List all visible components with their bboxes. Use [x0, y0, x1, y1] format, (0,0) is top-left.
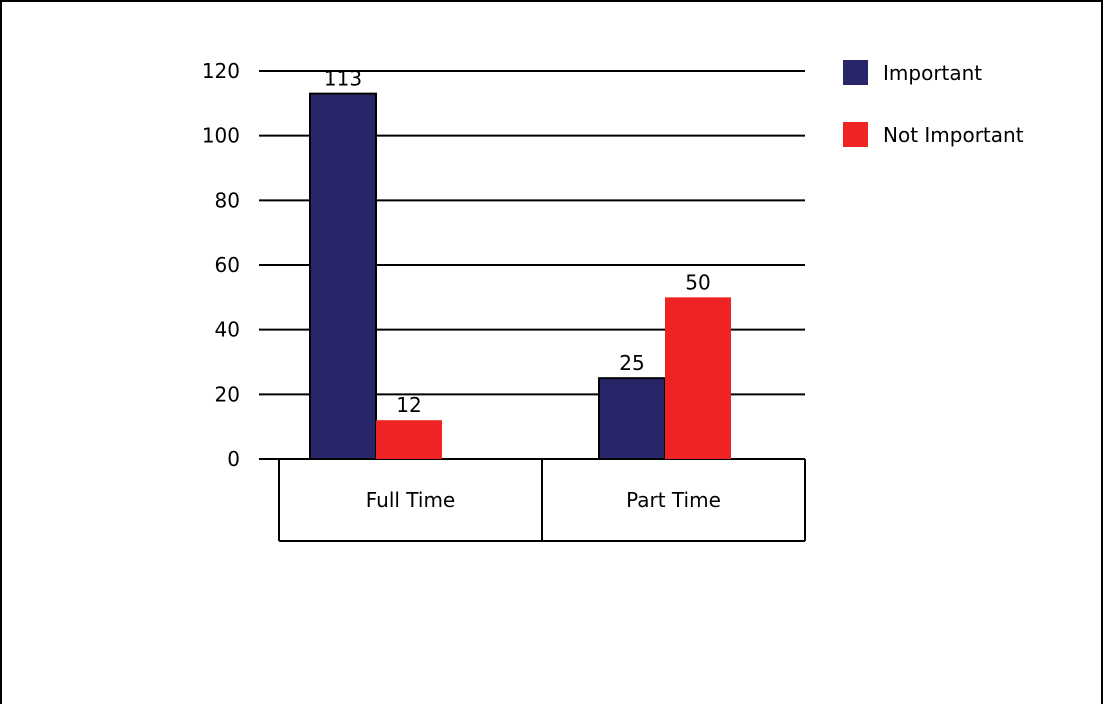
y-tick-label-80: 80 [215, 188, 240, 212]
legend-swatch-not-important [843, 122, 868, 147]
category-axis-table: Full Time Part Time [278, 459, 806, 542]
legend-label-important: Important [883, 61, 982, 85]
y-tick-label-60: 60 [215, 253, 240, 277]
category-label-part-time: Part Time [626, 488, 721, 512]
y-tick-label-20: 20 [215, 382, 240, 406]
bars [309, 92, 731, 460]
y-tick-label-120: 120 [202, 59, 240, 83]
y-tick-label-40: 40 [215, 318, 240, 342]
y-tick-label-0: 0 [227, 447, 240, 471]
data-labels: 113 12 25 50 [324, 67, 711, 418]
y-tick-label-100: 100 [202, 124, 240, 148]
legend-label-not-important: Not Important [883, 123, 1024, 147]
data-label-important-part-time: 25 [619, 351, 644, 375]
bar-important-part-time [598, 377, 666, 460]
bar-not-important-full-time [376, 420, 442, 459]
data-label-not-important-full-time: 12 [396, 393, 421, 417]
data-label-important-full-time: 113 [324, 67, 362, 91]
legend: Important Not Important [843, 60, 1024, 147]
category-label-full-time: Full Time [366, 488, 456, 512]
legend-swatch-important [843, 60, 868, 85]
bar-important-full-time [309, 92, 377, 460]
data-label-not-important-part-time: 50 [685, 270, 710, 294]
y-axis-ticks: 0 20 40 60 80 100 120 [202, 59, 240, 471]
bar-not-important-part-time [665, 297, 731, 459]
